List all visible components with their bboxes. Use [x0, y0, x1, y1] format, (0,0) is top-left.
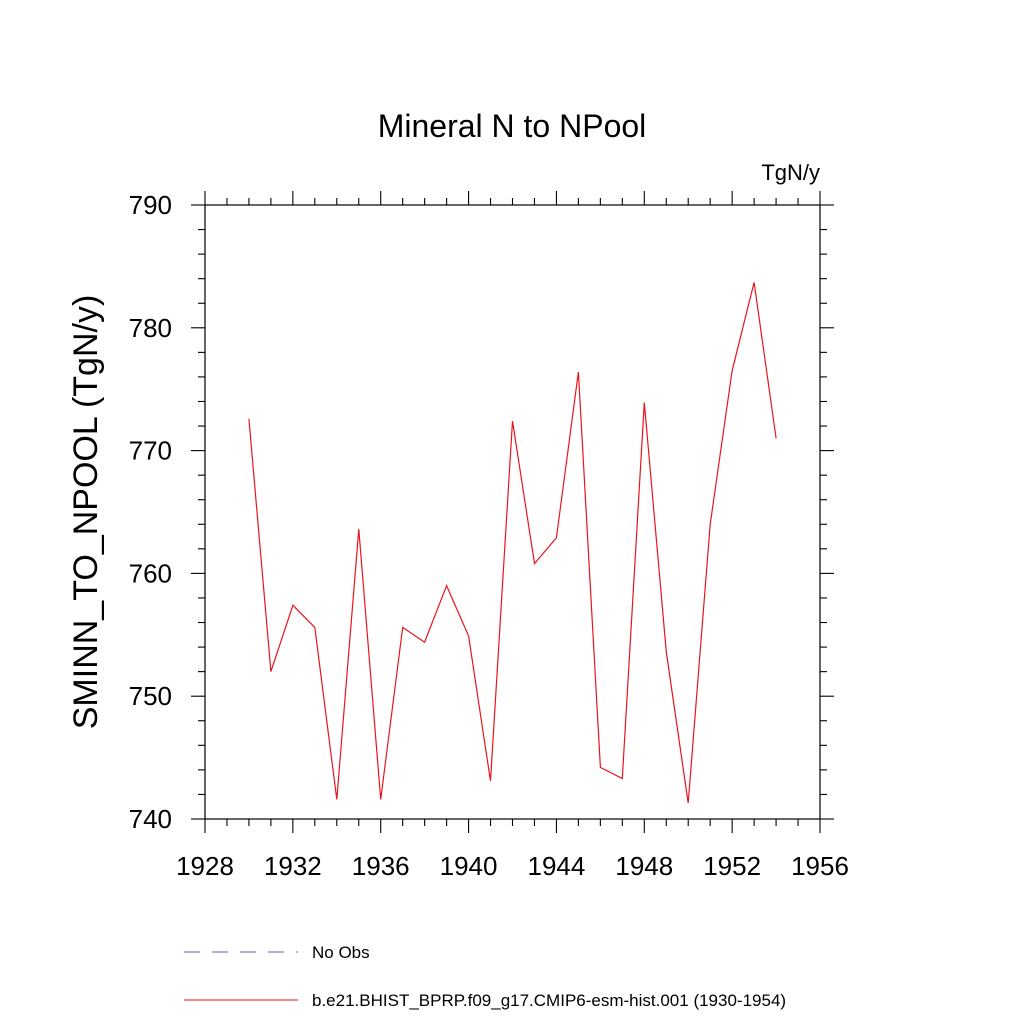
plot-frame	[204, 204, 821, 820]
chart-title: Mineral N to NPool	[378, 108, 647, 144]
x-tick-label: 1944	[528, 851, 586, 881]
x-tick-label: 1928	[176, 851, 234, 881]
y-tick-label: 740	[129, 804, 172, 834]
y-tick-label: 750	[129, 681, 172, 711]
y-tick-label: 770	[129, 436, 172, 466]
x-tick-label: 1936	[352, 851, 410, 881]
units-label: TgN/y	[761, 160, 820, 185]
legend-label: No Obs	[312, 943, 370, 962]
x-tick-label: 1940	[440, 851, 498, 881]
y-tick-label: 780	[129, 313, 172, 343]
x-tick-label: 1932	[264, 851, 322, 881]
y-axis-label: SMINN_TO_NPOOL (TgN/y)	[67, 295, 105, 730]
legend: No Obs b.e21.BHIST_BPRP.f09_g17.CMIP6-esm…	[184, 943, 786, 1010]
series-line	[248, 282, 777, 804]
x-tick-label: 1948	[615, 851, 673, 881]
legend-label: b.e21.BHIST_BPRP.f09_g17.CMIP6-esm-hist.…	[312, 991, 786, 1010]
y-tick-label: 790	[129, 190, 172, 220]
x-tick-label: 1952	[703, 851, 761, 881]
x-tick-label: 1956	[791, 851, 849, 881]
series-layer	[248, 282, 777, 804]
tick-labels: 1928 1932 1936 1940 1944 1948 1952 1956 740 750 76…	[129, 190, 849, 881]
axis-ticks	[191, 191, 834, 833]
y-tick-label: 760	[129, 558, 172, 588]
